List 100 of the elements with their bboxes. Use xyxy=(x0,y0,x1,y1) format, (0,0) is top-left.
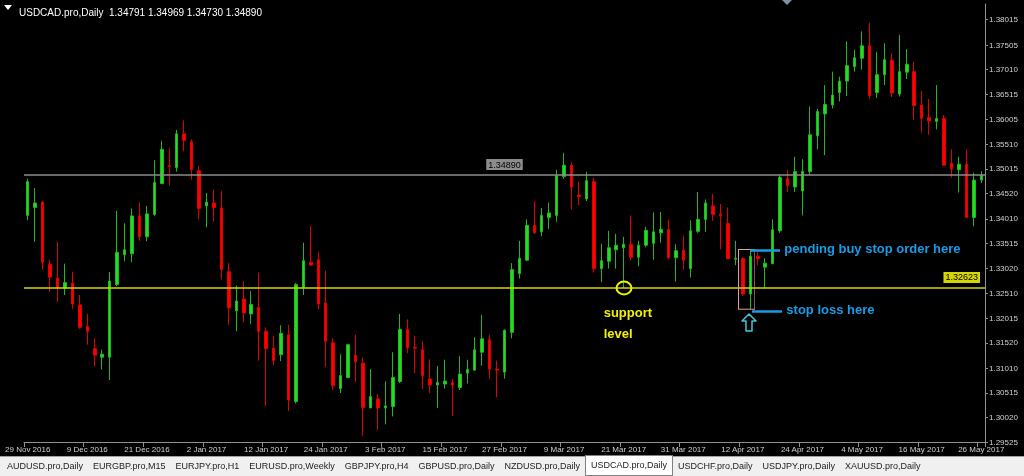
candlestick xyxy=(93,337,97,368)
candlestick xyxy=(756,249,760,266)
candlestick xyxy=(63,263,67,296)
candlestick xyxy=(637,240,640,267)
candlestick xyxy=(726,206,730,260)
candlestick xyxy=(279,324,283,362)
candlestick xyxy=(190,138,193,181)
candlestick xyxy=(257,272,260,362)
candlestick xyxy=(488,334,491,380)
candlestick xyxy=(56,241,59,303)
x-tick-label: 3 Feb 2017 xyxy=(365,444,407,454)
y-tick-label: 1.37010 xyxy=(989,65,1019,75)
candlestick xyxy=(443,359,447,390)
candlestick xyxy=(860,30,864,71)
candlestick xyxy=(160,140,164,185)
y-tick-label: 1.35015 xyxy=(989,164,1019,174)
y-tick-label: 1.36005 xyxy=(989,115,1019,125)
candlestick xyxy=(652,211,655,261)
candlestick xyxy=(890,52,894,98)
candlestick xyxy=(696,191,700,234)
candlestick xyxy=(533,200,536,235)
candlestick xyxy=(26,178,29,221)
candlestick xyxy=(518,240,521,280)
y-tick-label: 1.30515 xyxy=(989,388,1019,398)
candlestick xyxy=(331,337,335,391)
candlestick xyxy=(108,271,111,381)
text: NZDUSD.pro,Daily xyxy=(503,460,582,473)
candlestick xyxy=(466,359,469,385)
y-tick-label: 1.35510 xyxy=(989,139,1019,149)
y-tick-label: 1.33515 xyxy=(989,239,1019,249)
candlestick xyxy=(339,353,342,394)
candlestick xyxy=(249,290,253,325)
candlestick xyxy=(741,256,745,297)
candlestick xyxy=(130,207,134,263)
candlestick xyxy=(398,313,402,384)
candlestick xyxy=(555,169,558,223)
text: XAUUSD.pro,Daily xyxy=(844,460,922,473)
annotation: stop loss here xyxy=(786,301,875,317)
x-tick-label: 31 Mar 2017 xyxy=(660,444,707,454)
ref-line-label: 1.34890 xyxy=(488,159,521,170)
candlestick xyxy=(816,108,819,150)
candlestick xyxy=(957,156,961,194)
text: USDCAD.pro,Daily xyxy=(585,455,674,476)
candlestick xyxy=(868,22,871,100)
candlestick xyxy=(704,199,707,233)
candlestick xyxy=(905,48,909,80)
x-tick-label: 27 Feb 2017 xyxy=(482,444,528,454)
candlestick xyxy=(734,240,737,266)
candlestick xyxy=(272,335,275,366)
candlestick xyxy=(384,381,387,425)
candlestick xyxy=(168,147,171,187)
candlestick xyxy=(317,251,320,310)
candlestick xyxy=(287,324,290,412)
candlestick xyxy=(898,34,901,98)
candlestick xyxy=(920,90,923,133)
candlestick xyxy=(614,233,618,270)
candlestick xyxy=(749,249,752,310)
y-tick-label: 1.34010 xyxy=(989,214,1019,224)
candlestick xyxy=(831,71,834,109)
candlestick xyxy=(711,193,715,222)
candlestick xyxy=(547,201,551,230)
candlestick xyxy=(644,226,648,248)
text: GBPJPY.pro,H4 xyxy=(343,460,410,473)
candlestick xyxy=(48,259,52,293)
candlestick xyxy=(570,161,573,210)
candlestick xyxy=(875,51,879,99)
candlestick xyxy=(629,214,633,261)
x-tick-label: 26 May 2017 xyxy=(958,444,1005,454)
candlestick xyxy=(540,207,543,237)
candlestick xyxy=(883,42,886,86)
text: USDJPY.pro,Daily xyxy=(761,460,836,473)
candlestick xyxy=(242,280,246,323)
candlestick xyxy=(480,314,484,367)
candlestick xyxy=(719,203,722,250)
candlestick xyxy=(607,230,611,270)
y-tick-label: 1.34520 xyxy=(989,189,1019,199)
x-tick-label: 21 Mar 2017 xyxy=(601,444,647,454)
candlestick xyxy=(510,262,514,339)
candlestick xyxy=(778,174,782,234)
candlestick xyxy=(577,181,581,206)
candlestick xyxy=(421,340,424,390)
candlestick xyxy=(227,262,231,326)
candlestick xyxy=(361,356,365,437)
candlestick xyxy=(324,270,327,368)
candlestick xyxy=(153,159,156,217)
candlestick xyxy=(346,343,350,379)
candlestick xyxy=(354,334,357,383)
y-tick-label: 1.32510 xyxy=(989,289,1019,299)
candlestick xyxy=(369,368,372,409)
text: USDCHF.pro,Daily xyxy=(677,460,754,473)
candlestick xyxy=(771,218,774,265)
candlestick xyxy=(853,49,856,73)
candlestick xyxy=(585,171,588,202)
candlestick xyxy=(674,243,678,283)
candlestick xyxy=(212,189,216,222)
candlestick xyxy=(413,335,417,374)
candlestick xyxy=(965,148,968,218)
x-tick-label: 29 Nov 2016 xyxy=(5,444,51,454)
candlestick xyxy=(763,257,767,290)
y-tick-label: 1.32015 xyxy=(989,313,1019,323)
